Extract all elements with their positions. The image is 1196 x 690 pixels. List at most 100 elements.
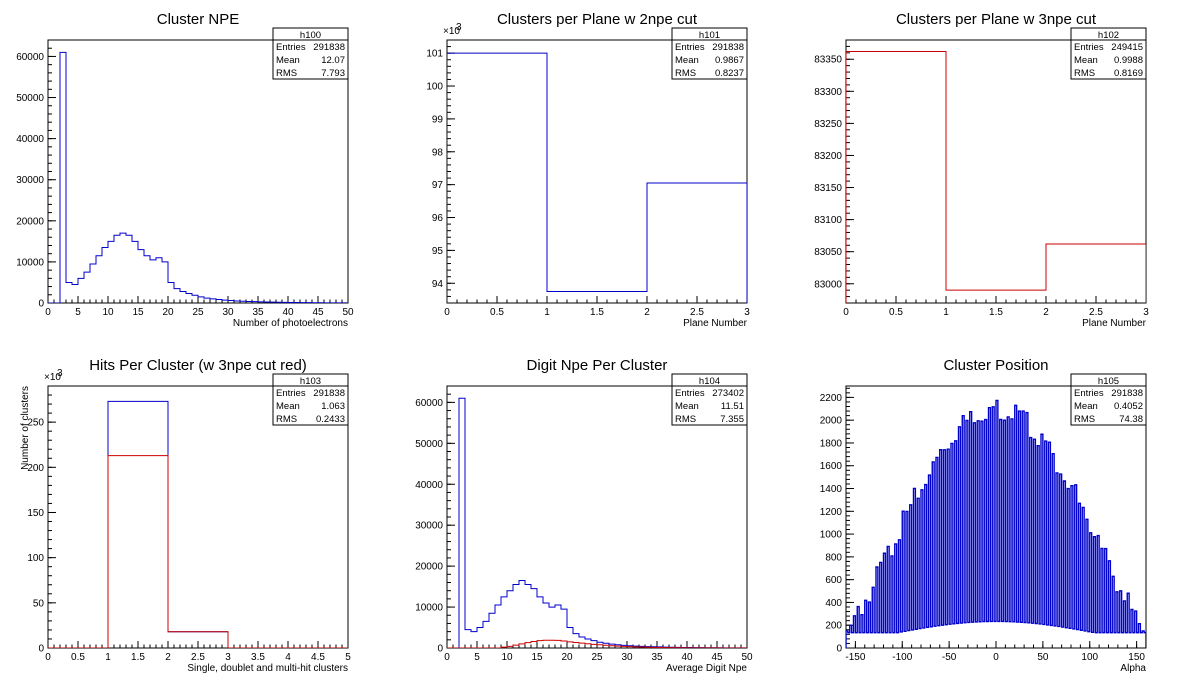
y-tick-label: 2200 bbox=[820, 393, 843, 404]
x-tick-label: 25 bbox=[591, 652, 603, 663]
y-tick-label: 94 bbox=[432, 279, 444, 290]
x-tick-label: 1.5 bbox=[590, 307, 604, 318]
stats-box bbox=[1070, 27, 1147, 80]
stats-key: Mean bbox=[276, 55, 300, 66]
stats-key: Entries bbox=[1074, 388, 1104, 399]
y-tick-label: 40000 bbox=[16, 134, 44, 145]
y-tick-label: 95 bbox=[432, 246, 444, 257]
stats-value: 7.355 bbox=[720, 414, 744, 425]
stats-key: Entries bbox=[1074, 42, 1104, 53]
stats-value: 0.8169 bbox=[1114, 68, 1143, 79]
x-tick-label: 25 bbox=[192, 307, 204, 318]
x-tick-label: 1 bbox=[544, 307, 550, 318]
stats-name: h101 bbox=[699, 30, 720, 41]
y-tick-label: 98 bbox=[432, 147, 444, 158]
y-tick-label: 0 bbox=[836, 644, 842, 655]
x-tick-label: 15 bbox=[531, 652, 543, 663]
y-tick-label: 96 bbox=[432, 213, 444, 224]
y-tick-label: 10000 bbox=[16, 257, 44, 268]
stats-value: 0.2433 bbox=[316, 414, 345, 425]
stats-key: Entries bbox=[276, 42, 306, 53]
x-axis-label: Number of photoelectrons bbox=[233, 318, 348, 329]
x-tick-label: -150 bbox=[845, 652, 865, 663]
stats-value: 273402 bbox=[712, 388, 744, 399]
stats-value: 1.063 bbox=[321, 401, 345, 412]
x-tick-label: 45 bbox=[312, 307, 324, 318]
panel-h102: Clusters per Plane w 3npe cut 0 0.5 1 1.5 2 2.… bbox=[814, 11, 1149, 329]
y-tick-label: 30000 bbox=[16, 175, 44, 186]
stats-value: 291838 bbox=[712, 42, 744, 53]
stats-key: RMS bbox=[276, 414, 297, 425]
plot-title: Clusters per Plane w 2npe cut bbox=[497, 11, 698, 28]
x-tick-label: 50 bbox=[1037, 652, 1049, 663]
y-tick-label: 50000 bbox=[16, 93, 44, 104]
x-tick-label: 10 bbox=[102, 307, 114, 318]
x-tick-label: 0.5 bbox=[889, 307, 903, 318]
x-tick-label: 0 bbox=[444, 652, 450, 663]
stats-value: 0.9867 bbox=[715, 55, 744, 66]
stats-key: RMS bbox=[1074, 414, 1095, 425]
x-tick-label: -100 bbox=[892, 652, 912, 663]
stats-value: 0.4052 bbox=[1114, 401, 1143, 412]
x-tick-label: 3.5 bbox=[251, 652, 265, 663]
stats-box bbox=[272, 373, 349, 426]
panel-h104: Digit Npe Per Cluster 0 5 10 15 20 25 30 35 40 45 5… bbox=[415, 357, 753, 674]
x-tick-label: 3 bbox=[1143, 307, 1149, 318]
y-axis-exponent-power: 3 bbox=[57, 368, 63, 379]
y-tick-label: 50000 bbox=[415, 439, 443, 450]
x-tick-label: 35 bbox=[651, 652, 663, 663]
y-tick-label: 100 bbox=[27, 553, 44, 564]
stats-key: Mean bbox=[1074, 401, 1098, 412]
x-tick-label: 30 bbox=[222, 307, 234, 318]
y-tick-label: 1000 bbox=[820, 530, 843, 541]
stats-box bbox=[671, 373, 748, 426]
stats-value: 0.8237 bbox=[715, 68, 744, 79]
y-tick-label: 40000 bbox=[415, 480, 443, 491]
x-tick-label: 4 bbox=[285, 652, 291, 663]
y-axis-label: Number of clusters bbox=[20, 386, 31, 470]
x-tick-label: 0 bbox=[45, 652, 51, 663]
y-tick-label: 1600 bbox=[820, 461, 843, 472]
y-tick-label: 101 bbox=[426, 49, 443, 60]
x-axis-label: Single, doublet and multi-hit clusters bbox=[187, 663, 348, 674]
plot-title: Cluster Position bbox=[943, 357, 1048, 374]
x-tick-label: 40 bbox=[282, 307, 294, 318]
stats-value: 291838 bbox=[313, 388, 345, 399]
stats-value: 74.38 bbox=[1119, 414, 1143, 425]
stats-key: Mean bbox=[276, 401, 300, 412]
stats-key: Entries bbox=[675, 388, 705, 399]
hist-series-0 bbox=[48, 51, 348, 303]
x-tick-label: 10 bbox=[501, 652, 513, 663]
x-tick-label: 150 bbox=[1128, 652, 1145, 663]
y-tick-label: 2000 bbox=[820, 416, 843, 427]
stats-box bbox=[671, 27, 748, 80]
x-axis-label: Average Digit Npe bbox=[666, 663, 747, 674]
y-tick-label: 83350 bbox=[814, 55, 842, 66]
stats-name: h103 bbox=[300, 376, 321, 387]
y-tick-label: 97 bbox=[432, 180, 444, 191]
stats-value: 7.793 bbox=[321, 68, 345, 79]
y-tick-label: 800 bbox=[825, 552, 842, 563]
stats-key: Entries bbox=[675, 42, 705, 53]
stats-value: 11.51 bbox=[721, 401, 744, 412]
x-tick-label: 5 bbox=[474, 652, 480, 663]
y-axis-exponent: ×10 bbox=[44, 372, 61, 383]
x-tick-label: 0 bbox=[45, 307, 51, 318]
x-tick-label: 5 bbox=[345, 652, 351, 663]
y-tick-label: 0 bbox=[437, 644, 443, 655]
y-tick-label: 83050 bbox=[814, 247, 842, 258]
y-tick-label: 83200 bbox=[814, 151, 842, 162]
y-tick-label: 50 bbox=[33, 598, 45, 609]
hist-series-1 bbox=[48, 455, 348, 648]
y-tick-label: 30000 bbox=[415, 521, 443, 532]
stats-key: RMS bbox=[675, 414, 696, 425]
hist-series-0 bbox=[846, 51, 1146, 303]
x-tick-label: 3 bbox=[744, 307, 750, 318]
x-axis-label: Plane Number bbox=[683, 318, 748, 329]
x-tick-label: 45 bbox=[711, 652, 723, 663]
y-tick-label: 0 bbox=[38, 299, 44, 310]
stats-key: Entries bbox=[276, 388, 306, 399]
x-tick-label: 0.5 bbox=[490, 307, 504, 318]
stats-box bbox=[1070, 373, 1147, 426]
hist-series-0 bbox=[846, 399, 1146, 648]
